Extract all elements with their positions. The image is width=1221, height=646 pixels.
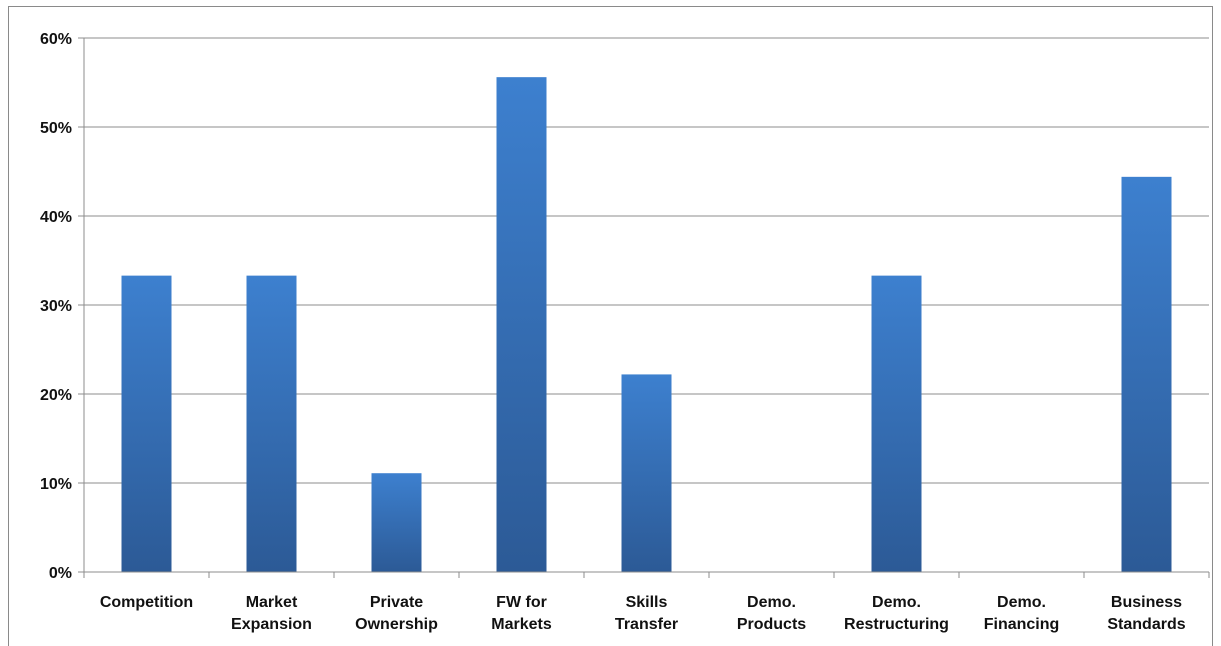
x-category-label: Transfer [615, 616, 678, 633]
y-tick-label: 60% [40, 31, 72, 48]
x-category-label: Financing [984, 616, 1060, 633]
y-tick-label: 30% [40, 298, 72, 315]
x-category-label: Demo. [997, 594, 1046, 611]
y-tick-label: 10% [40, 476, 72, 493]
y-tick-label: 20% [40, 387, 72, 404]
bar [371, 473, 422, 572]
x-category-label: Expansion [231, 616, 312, 633]
bar [496, 77, 547, 572]
x-category-label: FW for [496, 594, 547, 611]
x-category-label: Market [246, 594, 298, 611]
x-category-label: Restructuring [844, 616, 949, 633]
x-category-label: Standards [1107, 616, 1185, 633]
x-category-label: Demo. [747, 594, 796, 611]
x-category-label: Demo. [872, 594, 921, 611]
x-category-label: Markets [491, 616, 552, 633]
y-tick-label: 50% [40, 120, 72, 137]
chart-frame [8, 6, 1213, 646]
x-category-label: Ownership [355, 616, 438, 633]
y-axis-ticks: 0% 10% 20% 30% 40% 50% 60% [40, 31, 84, 582]
x-category-label: Products [737, 616, 806, 633]
x-category-label: Skills [626, 594, 668, 611]
bar [621, 374, 672, 572]
bars [121, 77, 1172, 572]
x-category-label: Business [1111, 594, 1182, 611]
bar [871, 275, 922, 572]
y-tick-label: 40% [40, 209, 72, 226]
x-axis-labels: Competition Market Expansion Private Ownersh… [100, 594, 1186, 633]
x-category-label: Private [370, 594, 423, 611]
bar [246, 275, 297, 572]
axes [83, 38, 1210, 578]
y-tick-label: 0% [49, 565, 72, 582]
bar [1121, 176, 1172, 572]
x-category-label: Competition [100, 594, 193, 611]
bar [121, 275, 172, 572]
